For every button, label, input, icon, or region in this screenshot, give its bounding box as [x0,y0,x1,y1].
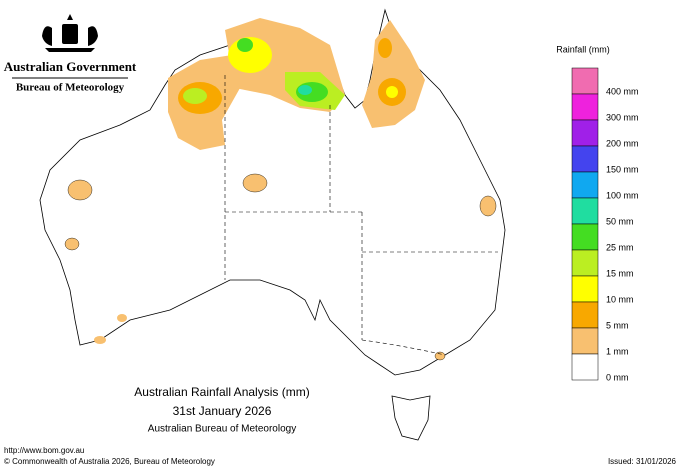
rain-area [67,179,93,201]
legend-label: 200 mm [606,138,639,148]
rain-area [362,20,425,128]
state-border [361,339,446,356]
rain-area [183,88,207,104]
rain-area [237,38,253,52]
legend-label: 1 mm [606,346,629,356]
legend-swatch [571,93,599,121]
legend-label: 150 mm [606,164,639,174]
caption-date: 31st January 2026 [173,404,272,418]
caption-title: Australian Rainfall Analysis (mm) [134,385,309,399]
rain-area [94,336,106,344]
legend-swatch [571,67,599,95]
legend-swatch [571,223,599,251]
legend-label: 100 mm [606,190,639,200]
map [39,8,506,441]
rain-area [434,351,446,361]
legend-label: 15 mm [606,268,634,278]
legend-swatch [571,119,599,147]
legend-swatch [571,145,599,173]
rain-area [298,85,312,95]
rain-area [117,314,127,322]
caption-source: Australian Bureau of Meteorology [148,424,296,435]
footer-issued: Issued: 31/01/2026 [608,457,677,466]
state-borders [224,75,498,356]
legend-label: 400 mm [606,86,639,96]
legend-swatch [571,171,599,199]
bureau-name: Bureau of Meteorology [16,82,125,94]
legend-swatch [571,327,599,355]
legend-label: 5 mm [606,320,629,330]
rainfall-areas [64,18,497,361]
rain-area [479,195,497,217]
tasmania-outline [391,395,431,441]
footer-copyright: © Commonwealth of Australia 2026, Bureau… [4,457,215,466]
legend-label: 25 mm [606,242,634,252]
legend-label: 50 mm [606,216,634,226]
rain-area [64,237,80,251]
legend: 400 mm 300 mm 200 mm 150 mm 100 mm 50 mm 25 mm… [571,67,639,382]
legend-title: Rainfall (mm) [556,44,610,54]
footer-url: http://www.bom.gov.au [4,446,84,455]
rain-area [242,173,268,193]
legend-swatch [571,301,599,329]
legend-swatch [571,197,599,225]
coat-of-arms [42,14,98,52]
legend-swatch [571,275,599,303]
legend-label: 0 mm [606,372,629,382]
legend-swatch [571,249,599,277]
rain-area [378,38,392,58]
government-name: Australian Government [4,59,137,74]
legend-label: 300 mm [606,112,639,122]
rain-area [386,86,398,98]
legend-label: 10 mm [606,294,634,304]
legend-swatch [571,353,599,381]
